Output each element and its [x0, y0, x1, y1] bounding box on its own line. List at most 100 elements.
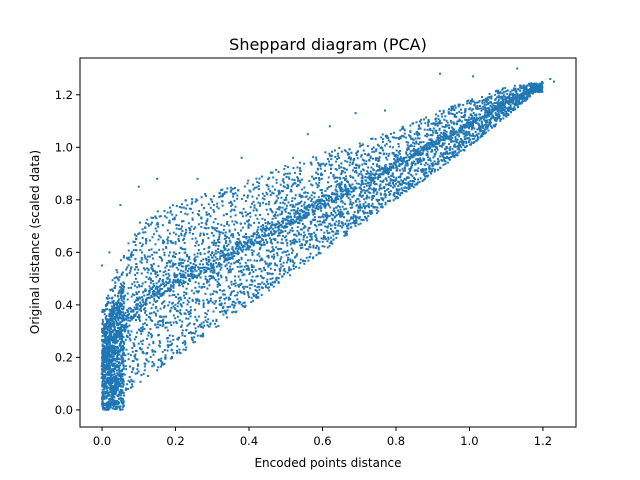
data-point — [124, 294, 127, 297]
data-point — [284, 251, 287, 254]
data-point — [319, 163, 322, 166]
data-point — [148, 239, 151, 242]
data-point — [172, 280, 175, 283]
data-point — [231, 267, 234, 270]
data-point — [312, 244, 315, 247]
data-point — [494, 123, 497, 126]
data-point — [228, 237, 231, 240]
data-point — [149, 318, 152, 321]
data-point — [133, 306, 136, 309]
data-point — [171, 294, 174, 297]
data-point — [306, 204, 309, 207]
data-point — [378, 168, 381, 171]
data-point — [200, 221, 203, 224]
data-point — [248, 219, 250, 222]
data-point — [143, 322, 146, 325]
data-point — [141, 236, 144, 239]
data-point — [315, 171, 318, 174]
data-point — [470, 109, 473, 112]
data-point — [530, 91, 532, 94]
data-point — [158, 285, 161, 288]
data-point — [138, 232, 141, 235]
data-point — [234, 205, 237, 208]
data-point — [480, 96, 483, 99]
data-point — [502, 107, 505, 110]
data-point — [237, 252, 240, 255]
data-point — [241, 249, 244, 252]
data-point — [541, 80, 544, 83]
data-point — [359, 193, 362, 196]
data-point — [368, 184, 371, 187]
data-point — [124, 325, 127, 328]
data-point — [292, 209, 295, 212]
data-point — [323, 169, 326, 172]
data-point — [403, 181, 406, 184]
data-point — [468, 143, 471, 146]
data-point — [151, 350, 154, 353]
data-point — [220, 302, 223, 305]
data-point — [130, 252, 133, 255]
data-point — [121, 339, 124, 342]
data-point — [218, 241, 221, 244]
data-point — [174, 233, 177, 236]
data-point — [172, 321, 175, 324]
data-point — [381, 140, 384, 143]
data-point — [268, 264, 271, 267]
data-point — [178, 281, 181, 284]
data-point — [113, 287, 116, 290]
data-point — [318, 198, 321, 201]
data-point — [338, 156, 341, 159]
data-point — [279, 231, 282, 234]
data-point — [320, 229, 323, 232]
data-point — [324, 206, 327, 209]
data-point — [150, 312, 153, 315]
data-point — [250, 301, 253, 304]
data-point — [308, 196, 311, 199]
data-point — [468, 108, 471, 111]
data-point — [406, 164, 409, 167]
data-point — [414, 183, 417, 186]
data-point — [249, 271, 252, 274]
data-point — [341, 188, 344, 191]
data-point — [384, 203, 387, 206]
data-point — [381, 171, 384, 174]
data-point — [319, 216, 322, 219]
data-point — [323, 231, 326, 234]
data-point — [123, 326, 126, 329]
data-point — [344, 189, 347, 192]
data-point — [402, 126, 405, 129]
data-point — [324, 189, 327, 192]
data-point — [458, 135, 461, 138]
data-point — [422, 159, 425, 162]
data-point — [259, 267, 262, 270]
data-point — [124, 314, 127, 317]
data-point — [454, 136, 457, 139]
data-point — [530, 87, 533, 90]
data-point — [371, 188, 374, 191]
data-point — [147, 375, 150, 377]
data-point — [335, 189, 338, 192]
data-point — [152, 362, 155, 365]
data-point — [495, 120, 498, 123]
data-point — [115, 349, 118, 352]
data-point — [198, 214, 201, 217]
data-point — [205, 281, 208, 284]
data-point — [379, 180, 382, 183]
data-point — [390, 190, 393, 193]
data-point — [171, 301, 174, 304]
data-point — [200, 225, 203, 228]
data-point — [140, 303, 143, 306]
data-point — [244, 242, 247, 245]
data-point — [227, 248, 230, 251]
data-point — [427, 134, 430, 137]
data-point — [293, 178, 296, 181]
data-point — [181, 341, 184, 344]
data-point — [313, 196, 316, 199]
data-point — [143, 307, 146, 310]
data-point — [513, 84, 516, 87]
data-point — [352, 189, 355, 192]
data-point — [250, 238, 253, 241]
data-point — [145, 359, 148, 362]
data-point — [370, 210, 373, 213]
data-point — [398, 180, 401, 183]
